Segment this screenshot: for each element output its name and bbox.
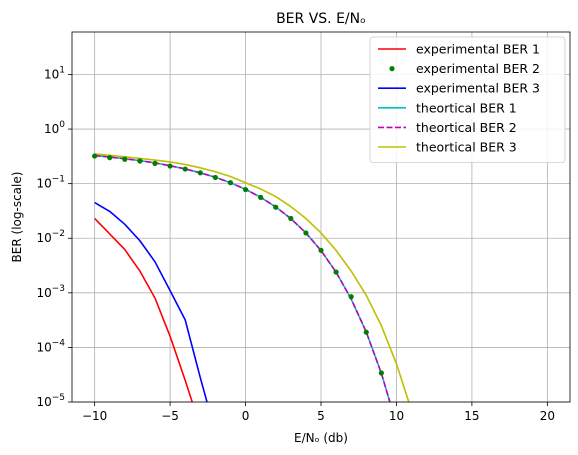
legend-label: theortical BER 1 [416, 100, 517, 115]
data-point [107, 155, 113, 161]
data-point [333, 269, 339, 275]
y-tick-label: 10−2 [36, 229, 65, 245]
data-point [227, 180, 234, 186]
legend-label: experimental BER 3 [416, 81, 540, 96]
x-tick-label: −5 [161, 409, 179, 423]
y-axis-ticks: 10−5 10−4 10−3 10−2 10−1 100 101 [36, 65, 72, 409]
data-point [288, 215, 294, 222]
series-theortical-ber-3 [94, 153, 410, 402]
data-point [378, 370, 384, 376]
data-point [137, 158, 143, 164]
y-tick-label: 10−5 [36, 393, 65, 409]
data-point [152, 160, 158, 166]
data-point [363, 329, 369, 335]
x-axis-label: E/Nₒ (db) [294, 431, 348, 445]
legend-label: experimental BER 1 [416, 42, 540, 57]
x-axis-ticks: −10 −5 0 5 10 15 20 [82, 402, 555, 423]
data-point [92, 153, 98, 159]
series-experimental-ber-2 [92, 153, 384, 376]
legend-marker [389, 66, 395, 72]
x-tick-label: 15 [464, 409, 479, 423]
series-line [94, 201, 208, 402]
x-tick-label: 5 [317, 409, 325, 423]
data-point [242, 186, 249, 193]
series-experimental-ber-1 [94, 217, 194, 402]
data-point [258, 194, 264, 200]
y-tick-label: 10−3 [36, 284, 65, 300]
data-point [273, 204, 279, 210]
legend-label: theortical BER 2 [416, 120, 517, 135]
series-line [94, 153, 410, 402]
legend-box [369, 36, 566, 163]
legend-label: theortical BER 3 [416, 140, 517, 155]
y-tick-label: 100 [44, 120, 65, 136]
y-tick-label: 10−1 [36, 175, 65, 191]
x-tick-label: 10 [389, 409, 404, 423]
legend-label: experimental BER 2 [416, 61, 540, 76]
data-point [167, 163, 173, 169]
legend-item: experimental BER 2 [389, 61, 540, 76]
data-point [303, 230, 309, 236]
x-tick-label: 20 [540, 409, 555, 423]
data-point [212, 174, 218, 181]
data-point [182, 166, 188, 172]
series-group [92, 153, 410, 402]
data-point [348, 294, 354, 300]
legend-item: theortical BER 3 [378, 140, 517, 155]
series-line [94, 217, 194, 402]
y-axis-label: BER (log-scale) [10, 172, 24, 263]
legend-item: theortical BER 1 [378, 100, 517, 115]
x-tick-label: 0 [242, 409, 250, 423]
data-point [197, 170, 203, 176]
series-experimental-ber-3 [94, 201, 208, 402]
data-point [122, 156, 128, 162]
legend: experimental BER 1 experimental BER 2 expe… [369, 36, 566, 163]
data-point [318, 247, 324, 253]
y-tick-label: 101 [44, 65, 65, 81]
legend-item: theortical BER 2 [378, 120, 517, 135]
legend-item: experimental BER 1 [378, 42, 540, 57]
x-tick-label: −10 [82, 409, 107, 423]
y-tick-label: 10−4 [36, 338, 65, 354]
chart-title: BER VS. E/Nₒ [276, 11, 366, 27]
legend-item: experimental BER 3 [378, 81, 540, 96]
